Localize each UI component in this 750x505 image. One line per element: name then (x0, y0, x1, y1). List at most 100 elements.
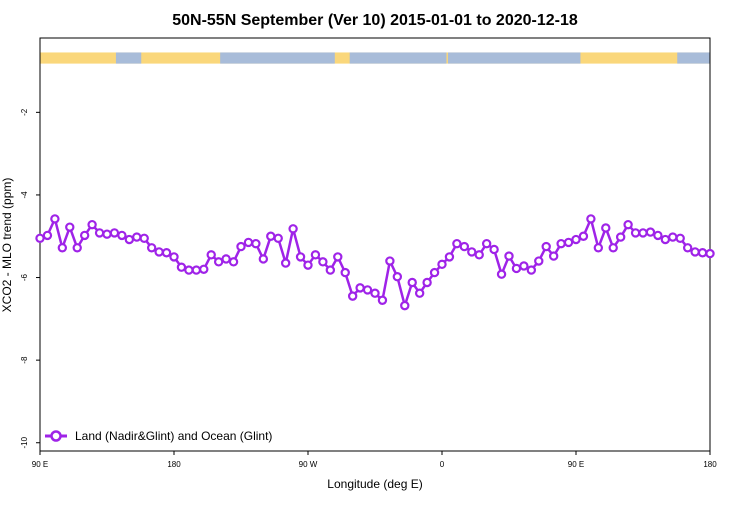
data-point (556, 238, 566, 249)
data-point (660, 234, 671, 245)
y-tick-label: -8 (20, 356, 29, 364)
data-point (534, 256, 544, 266)
data-point (548, 251, 559, 261)
data-point (511, 263, 522, 274)
data-point (213, 257, 224, 267)
data-point (407, 277, 417, 288)
data-point (199, 264, 209, 274)
data-point (563, 237, 574, 248)
data-point (266, 231, 276, 241)
data-point (184, 265, 194, 275)
data-point (400, 300, 410, 311)
land-ocean-strip (40, 52, 710, 64)
data-point (362, 285, 373, 295)
data-point (474, 250, 484, 260)
data-point (325, 265, 336, 275)
series-layer (35, 214, 715, 311)
data-point (65, 222, 75, 232)
ocean-band-1 (220, 52, 335, 64)
data-point (102, 229, 112, 239)
y-axis-label: XCO2 - MLO trend (ppm) (0, 178, 14, 313)
data-point (42, 230, 53, 241)
data-point (161, 248, 172, 258)
x-tick-label: 90 W (299, 460, 318, 469)
data-point (593, 243, 604, 253)
data-point (370, 288, 380, 298)
data-point (385, 256, 395, 266)
legend: Land (Nadir&Glint) and Ocean (Glint) (45, 429, 272, 443)
plot-frame (39, 37, 711, 452)
x-tick-label: 180 (167, 460, 181, 469)
data-point (630, 228, 641, 238)
legend-label: Land (Nadir&Glint) and Ocean (Glint) (75, 429, 272, 443)
data-point (459, 241, 470, 252)
data-point (496, 269, 507, 279)
data-point (146, 243, 157, 253)
y-tick-label: -4 (20, 191, 29, 199)
x-tick-label: 180 (703, 460, 717, 469)
data-point (273, 233, 283, 244)
data-point (571, 234, 581, 245)
data-point (117, 230, 127, 241)
data-point (310, 250, 321, 260)
data-point (109, 228, 120, 238)
data-point (169, 252, 179, 262)
data-point (705, 248, 715, 259)
data-point (57, 243, 68, 253)
x-tick-label: 90 E (568, 460, 584, 469)
data-point (586, 214, 596, 224)
y-tick-label: -10 (20, 436, 29, 448)
x-tick-label: 0 (440, 460, 445, 469)
data-point (340, 267, 350, 278)
data-point (139, 233, 149, 244)
data-point (221, 254, 231, 264)
data-point (79, 230, 90, 241)
data-point (191, 265, 202, 275)
data-point (429, 267, 440, 278)
chart-title: 50N-55N September (Ver 10) 2015-01-01 to… (172, 12, 578, 29)
data-point (467, 247, 477, 257)
data-point (653, 230, 663, 241)
data-point (452, 238, 462, 249)
data-point (519, 261, 529, 271)
data-point (132, 232, 142, 242)
data-point (541, 241, 551, 252)
data-point (347, 291, 358, 301)
data-point (481, 238, 492, 249)
ocean-band-2 (349, 52, 447, 64)
data-point (578, 231, 589, 241)
data-point (318, 257, 328, 267)
data-point (280, 258, 291, 268)
data-point (601, 223, 611, 233)
data-point (288, 224, 298, 234)
data-point (377, 295, 388, 305)
data-point (243, 237, 254, 248)
y-tick-label: -6 (20, 273, 29, 281)
data-point (504, 251, 514, 261)
data-point (50, 214, 60, 224)
data-point (645, 227, 656, 237)
data-point (236, 241, 246, 252)
data-point (35, 233, 45, 244)
data-point (154, 247, 164, 257)
data-point (623, 219, 633, 230)
data-point (303, 260, 313, 270)
x-tick-label: 90 E (32, 460, 48, 469)
data-point (422, 277, 432, 288)
ocean-band-3 (447, 52, 581, 64)
data-point (206, 250, 216, 260)
x-axis-label: Longitude (deg E) (327, 477, 422, 491)
data-point (414, 288, 425, 298)
data-point (176, 262, 187, 272)
data-point (697, 248, 708, 258)
legend-marker (50, 430, 62, 442)
data-point (72, 243, 82, 253)
data-point (690, 247, 700, 257)
data-point (355, 283, 365, 293)
data-point (668, 232, 678, 242)
data-point (251, 238, 261, 249)
ocean-band-4 (677, 52, 710, 64)
data-point (489, 244, 499, 255)
